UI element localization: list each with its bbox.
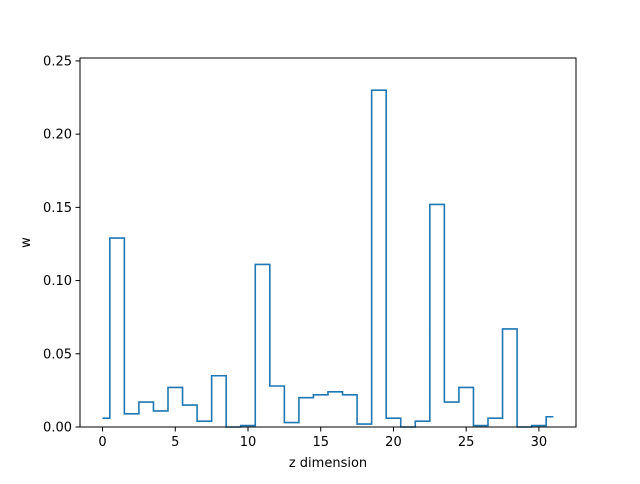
- y-tick-label: 0.15: [43, 201, 72, 216]
- x-tick-label: 20: [385, 435, 402, 450]
- x-tick-label: 10: [240, 435, 257, 450]
- y-tick-label: 0.05: [43, 347, 72, 362]
- y-axis-label: w: [19, 237, 34, 248]
- y-tick-label: 0.00: [43, 421, 72, 436]
- x-tick-label: 30: [531, 435, 548, 450]
- y-tick-label: 0.10: [43, 274, 72, 289]
- x-axis: 0 5 10 15 20 25 30: [98, 427, 547, 450]
- y-tick-label: 0.20: [43, 128, 72, 143]
- x-tick-label: 25: [458, 435, 475, 450]
- x-tick-label: 15: [312, 435, 329, 450]
- x-axis-label: z dimension: [289, 456, 367, 471]
- x-tick-label: 5: [171, 435, 179, 450]
- y-tick-label: 0.25: [43, 54, 72, 69]
- series-step-line: [102, 89, 554, 428]
- series-layer: [102, 89, 554, 428]
- plot-frame: [79, 57, 577, 428]
- x-tick-label: 0: [98, 435, 106, 450]
- y-axis: 0.00 0.05 0.10 0.15 0.20 0.25: [43, 54, 80, 436]
